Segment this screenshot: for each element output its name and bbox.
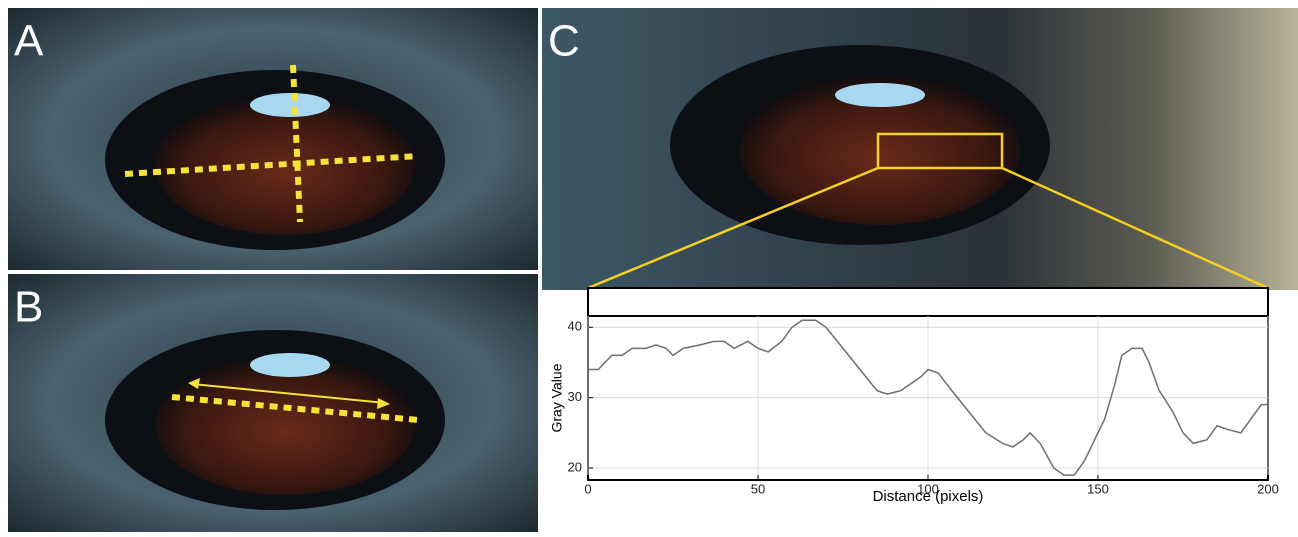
panel-label: A — [14, 17, 44, 66]
panel-label: B — [14, 283, 43, 332]
photo-a — [8, 8, 538, 270]
x-tick-label: 150 — [1087, 481, 1109, 496]
x-tick-label: 0 — [584, 481, 591, 496]
panel-label: C — [548, 17, 580, 66]
y-axis-label: Gray Value — [549, 363, 565, 432]
x-tick-label: 50 — [751, 481, 765, 496]
y-tick-label: 30 — [568, 389, 582, 404]
figure: A B C Distance (pixels) Gray Value 20304… — [0, 0, 1298, 532]
y-tick-label: 40 — [568, 319, 582, 334]
x-tick-label: 100 — [917, 481, 939, 496]
x-tick-label: 200 — [1257, 481, 1279, 496]
photo-b — [8, 274, 538, 532]
y-tick-label: 20 — [568, 459, 582, 474]
page: A B C Distance (pixels) Gray Value 20304… — [0, 0, 1298, 532]
photo-c — [542, 8, 1298, 290]
